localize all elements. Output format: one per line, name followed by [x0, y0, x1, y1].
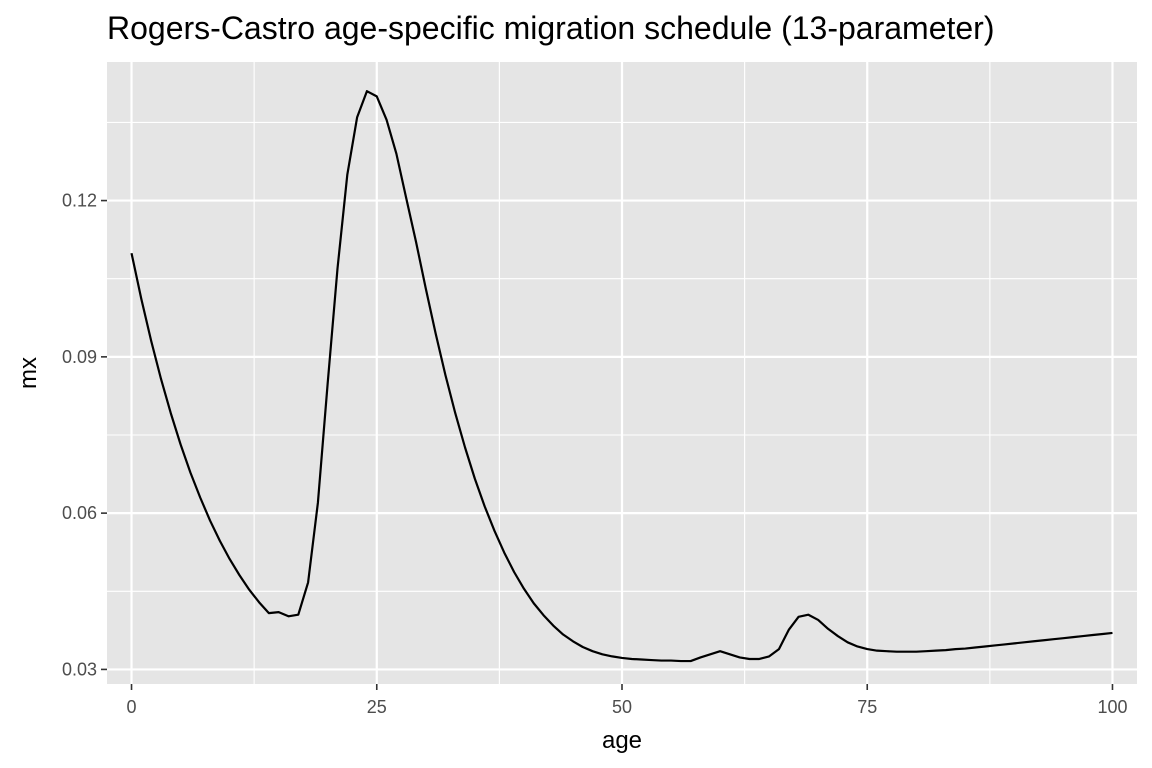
chart-title: Rogers-Castro age-specific migration sch… — [107, 10, 994, 46]
x-tick-label: 50 — [612, 697, 632, 717]
major-grid — [107, 62, 1137, 684]
x-axis: 0 25 50 75 100 — [127, 684, 1127, 717]
x-axis-title: age — [602, 727, 642, 754]
y-tick-label: 0.03 — [62, 659, 97, 679]
x-tick-label: 25 — [367, 697, 387, 717]
y-tick-label: 0.06 — [62, 503, 97, 523]
y-axis: 0.03 0.06 0.09 0.12 — [62, 191, 107, 679]
x-tick-label: 100 — [1097, 697, 1127, 717]
series-points — [131, 91, 1113, 662]
x-tick-label: 0 — [127, 697, 137, 717]
y-tick-label: 0.09 — [62, 347, 97, 367]
x-tick-label: 75 — [857, 697, 877, 717]
y-tick-label: 0.12 — [62, 191, 97, 211]
y-axis-title: mx — [15, 357, 42, 389]
